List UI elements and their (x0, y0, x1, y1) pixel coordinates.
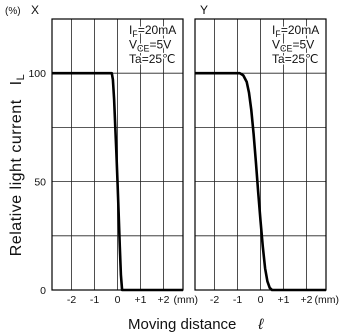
x-axis-label: Moving distance ℓ (128, 316, 264, 333)
y-tick-label: 100 (28, 68, 46, 80)
condition-value: =5V (293, 38, 315, 52)
y-axis-symbol: I (8, 80, 25, 85)
x-tick-label: 0 (258, 294, 264, 306)
condition-symbol: V (272, 38, 280, 52)
percent-unit-label: (%) (5, 6, 21, 17)
condition-label: IF=20mA (272, 23, 319, 39)
condition-value: =20mA (138, 23, 176, 37)
condition-label: Ta=25℃ (272, 52, 319, 66)
condition-symbol: Ta (129, 52, 142, 66)
y-axis-label-text: Relative light current (8, 99, 25, 256)
x-tick-label: -2 (210, 294, 219, 306)
x-unit-label: (mm) (174, 294, 199, 306)
series-line (195, 71, 326, 292)
condition-label: Ta=25℃ (129, 52, 176, 66)
x-tick-label: 0 (115, 294, 121, 306)
x-tick-label: -1 (90, 294, 99, 306)
condition-value: =25℃ (285, 52, 319, 66)
x-tick-label: -1 (233, 294, 242, 306)
condition-symbol: I (129, 23, 132, 37)
panel-title: X (31, 3, 39, 17)
y-tick-label: 50 (34, 177, 46, 189)
x-tick-label: +2 (157, 294, 169, 306)
condition-value: =5V (150, 38, 172, 52)
x-tick-label: -2 (67, 294, 76, 306)
x-tick-label: +1 (134, 294, 146, 306)
x-unit-label: (mm) (315, 294, 340, 306)
condition-subscript: F (275, 29, 281, 39)
series-line (52, 71, 183, 292)
y-axis-symbol-subscript: L (15, 74, 27, 81)
chart-panels: X-2 -1 0 +1 +2 (mm)100500IF=20mAVCE=5VTa=25℃Y… (28, 3, 339, 306)
x-axis-label-text: Moving distance (128, 316, 236, 333)
condition-symbol: V (129, 38, 137, 52)
condition-label: VCE=5V (272, 38, 314, 54)
y-axis-label: Relative light current IL (8, 74, 27, 256)
condition-symbol: Ta (272, 52, 285, 66)
condition-subscript: CE (280, 44, 293, 54)
condition-label: VCE=5V (129, 38, 171, 54)
condition-value: =25℃ (142, 52, 176, 66)
x-axis-symbol: ℓ (257, 316, 264, 333)
plot-frame (51, 18, 184, 291)
condition-subscript: F (132, 29, 138, 39)
panel-title: Y (200, 3, 208, 17)
condition-label: IF=20mA (129, 23, 176, 39)
plot-frame (194, 18, 327, 291)
x-tick-label: +2 (300, 294, 312, 306)
y-tick-label: 0 (40, 285, 46, 297)
x-tick-label: +1 (277, 294, 289, 306)
condition-value: =20mA (281, 23, 319, 37)
condition-subscript: CE (137, 44, 150, 54)
condition-symbol: I (272, 23, 275, 37)
